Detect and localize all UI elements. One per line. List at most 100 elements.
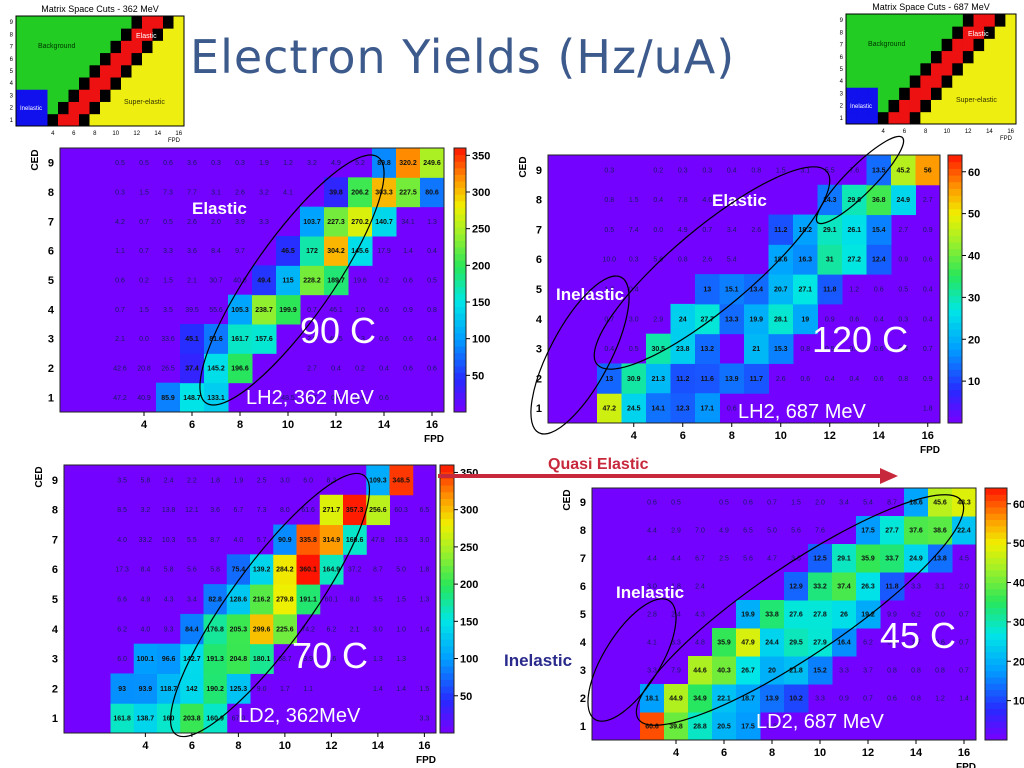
cell-label: 34.9 <box>693 696 707 703</box>
colorbar-tick-label: 250 <box>460 542 478 554</box>
cell-label: 2.6 <box>235 190 245 197</box>
cell-label: 3.1 <box>211 190 221 197</box>
heatmap-cell <box>670 303 696 335</box>
thumb-y-tick-label: 8 <box>10 32 14 38</box>
colorbar-tick-label: 200 <box>472 260 490 272</box>
plot-frame <box>63 464 437 734</box>
region-cell <box>952 14 964 27</box>
heatmap-cell <box>719 274 745 305</box>
colorbar-segment <box>454 352 466 360</box>
cell-label: 36.8 <box>872 197 886 204</box>
cell-label: 0.7 <box>139 219 149 226</box>
cell-label: 191.1 <box>299 597 317 604</box>
cell-label: 3.6 <box>187 160 197 167</box>
cell-label: 19 <box>801 316 809 323</box>
region-cell <box>58 77 69 90</box>
region-cell <box>931 87 943 100</box>
region-cell <box>877 26 889 39</box>
colorbar-segment <box>454 299 466 307</box>
cell-label: 60.3 <box>394 507 408 514</box>
cell-label: 21.8 <box>789 668 803 675</box>
thumb-y-tick-label: 9 <box>10 20 14 26</box>
cell-label: 1.4 <box>403 248 413 255</box>
region-cell <box>163 28 174 41</box>
cell-label: 21 <box>752 346 760 353</box>
cell-label: 28.1 <box>774 316 788 323</box>
region-cell <box>58 89 69 102</box>
cell-label: 33.8 <box>765 612 779 619</box>
heatmap-cell <box>760 628 785 657</box>
cell-label: 74.2 <box>301 626 315 633</box>
region-cell <box>867 50 879 64</box>
colorbar-segment <box>948 315 962 323</box>
region-cell <box>856 87 868 100</box>
cell-label: 93 <box>118 686 126 693</box>
region-cell <box>952 38 964 52</box>
region-cell <box>142 16 153 29</box>
cell-label: 28.8 <box>693 724 707 731</box>
plot-frame <box>59 147 445 413</box>
cell-label: 11.2 <box>774 227 787 234</box>
colorbar-segment <box>948 362 962 370</box>
colorbar-segment <box>948 255 962 263</box>
thumb-y-tick-label: 1 <box>10 118 14 124</box>
y-tick-label: 7 <box>580 553 586 565</box>
heatmap-cell <box>296 524 321 555</box>
colorbar-segment <box>948 335 962 344</box>
x-tick-label: 4 <box>673 747 680 759</box>
region-cell <box>984 14 996 27</box>
colorbar-segment <box>985 525 1007 533</box>
heatmap-cell <box>180 673 204 704</box>
region-cell <box>26 28 38 41</box>
label-elastic: Elastic <box>712 191 767 210</box>
cell-label: 0.8 <box>887 668 897 675</box>
cell-label: 60.6 <box>645 724 659 731</box>
cell-label: 23.8 <box>676 346 690 353</box>
region-cell <box>152 28 164 41</box>
heatmap-cell <box>712 712 737 741</box>
heatmap-cell <box>784 600 809 629</box>
region-cell <box>131 101 143 115</box>
region-cell <box>952 26 964 39</box>
colorbar-segment <box>948 309 962 317</box>
cell-label: 2.5 <box>307 336 317 343</box>
colorbar-segment <box>948 322 962 330</box>
cell-label: 0.8 <box>751 167 761 174</box>
cell-label: 16.4 <box>837 640 851 647</box>
region-cell <box>37 113 48 127</box>
colorbar-segment <box>440 679 454 687</box>
heatmap-cell <box>250 584 274 615</box>
cell-label: 1.0 <box>396 626 406 633</box>
region-cell <box>173 28 185 41</box>
heatmap-cell <box>670 363 696 394</box>
thumb-x-tick-label: 6 <box>72 131 76 137</box>
cell-label: 304.2 <box>327 248 345 255</box>
colorbar-tick-label: 100 <box>460 654 478 666</box>
region-cell <box>1005 111 1017 125</box>
y-tick-label: 1 <box>536 403 542 415</box>
cell-label: 0.4 <box>379 366 389 373</box>
cell-label: 1.3 <box>396 656 406 663</box>
region-cell <box>962 38 974 52</box>
colorbar-segment <box>985 538 1007 546</box>
colorbar-segment <box>454 313 466 321</box>
cell-label: 7.0 <box>695 528 705 535</box>
colorbar-segment <box>454 379 466 387</box>
colorbar-tick-label: 10 <box>968 376 980 388</box>
colorbar-segment <box>454 306 466 314</box>
colorbar-tick-label: 250 <box>472 224 490 236</box>
cell-label: 6.7 <box>695 556 705 563</box>
cell-label: 12.1 <box>185 507 199 514</box>
cell-label: 3.0 <box>420 537 430 544</box>
y-tick-label: 6 <box>48 246 54 258</box>
region-cell <box>110 89 122 102</box>
heatmap-cell <box>832 600 857 629</box>
colorbar-segment <box>440 465 454 473</box>
region-cell <box>920 99 932 113</box>
region-cell <box>173 40 185 54</box>
heatmap-cell <box>817 184 843 216</box>
x-tick-label: 10 <box>814 747 826 759</box>
cell-label: 3.3 <box>671 640 681 647</box>
cell-label: 161.7 <box>231 336 249 343</box>
cell-label: 30.7 <box>209 278 223 285</box>
